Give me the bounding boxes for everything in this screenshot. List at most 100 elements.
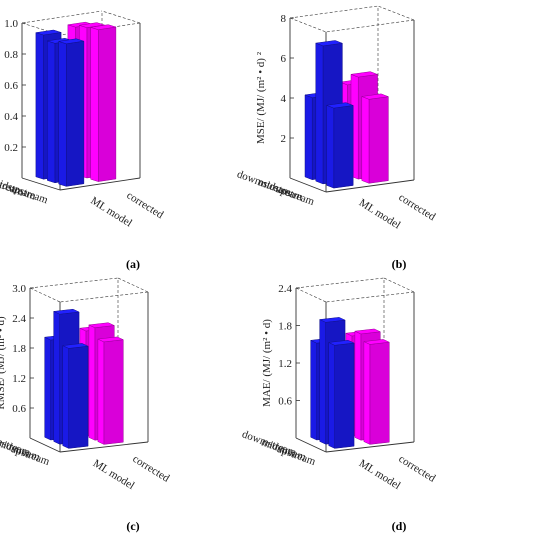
y-tick-label: 1.8 [278, 321, 292, 333]
bar-top [353, 328, 382, 335]
y-tick-label: 4 [281, 93, 287, 105]
bar-top [96, 336, 125, 343]
frame-line [59, 291, 149, 303]
frame-line [117, 277, 149, 293]
bar-top [325, 102, 355, 109]
bar-face [310, 339, 317, 441]
frame-line [295, 277, 385, 289]
bar-corrected [90, 24, 117, 182]
bar-ml-model [327, 340, 355, 449]
bar-ml-model [325, 102, 355, 189]
frame-line [295, 437, 327, 453]
bar-corrected [362, 339, 391, 445]
y-tick-label: 2 [281, 133, 287, 145]
frame-line [289, 17, 327, 33]
category-label: dowmstream [0, 428, 32, 459]
bar-face [88, 324, 96, 441]
category-label: dowmstream [235, 168, 293, 199]
bar-top [35, 29, 62, 36]
frame-line [21, 177, 61, 191]
bar-face [47, 40, 56, 184]
bar-face [97, 338, 105, 445]
bar-face [103, 339, 124, 445]
y-tick-label: 2.4 [278, 283, 292, 295]
bar-face [368, 96, 389, 184]
y-tick-label: 0.2 [4, 142, 18, 154]
frame-line [59, 177, 141, 191]
bar-top [314, 40, 344, 47]
y-tick-label: 0.6 [12, 403, 26, 415]
bar-face [333, 105, 354, 189]
model-label: ML model [91, 457, 137, 492]
bar-face [35, 32, 44, 180]
bar-face [66, 40, 85, 187]
model-label: corrected [130, 453, 171, 485]
bar-top [362, 339, 391, 345]
frame-line [377, 5, 415, 21]
bar-top [350, 71, 379, 78]
model-label: corrected [396, 191, 437, 223]
y-tick-label: 1.0 [4, 18, 18, 30]
y-tick-label: 0.4 [4, 111, 18, 123]
frame-line [289, 177, 327, 193]
bar-face [44, 336, 51, 441]
bar-face [68, 345, 89, 449]
frame-line [289, 5, 379, 19]
bar-top [90, 24, 116, 30]
frame-line [29, 277, 119, 289]
bar-top [58, 38, 84, 45]
panel-label: (a) [126, 257, 140, 271]
bar-face [90, 26, 99, 182]
bar-face [328, 342, 335, 449]
bar-ml-model [61, 343, 89, 449]
bar-top [327, 340, 355, 346]
chart-panel-1: 0.20.40.60.81.0R²upstreammidstreamdowmst… [0, 10, 166, 271]
y-tick-label: 3.0 [12, 283, 26, 295]
bar-top [61, 343, 89, 349]
bar-top [318, 317, 346, 323]
frame-line [101, 10, 141, 24]
y-tick-label: 0.8 [4, 49, 18, 61]
frame-line [295, 287, 327, 303]
frame-line [29, 287, 61, 303]
y-axis-label: MAE/ (MJ/ (m² • d) [261, 319, 273, 407]
frame-line [383, 277, 415, 293]
y-tick-label: 1.8 [12, 343, 26, 355]
bar-face [315, 42, 324, 185]
bar-top [360, 93, 390, 100]
y-tick-label: 6 [281, 53, 287, 65]
bar-face [98, 26, 117, 182]
panel-label: (d) [392, 519, 407, 533]
frame-line [29, 437, 61, 453]
bar-top [87, 322, 116, 328]
panel-label: (b) [392, 257, 407, 271]
y-tick-label: 0.6 [4, 80, 18, 92]
frame-line [325, 179, 415, 193]
y-tick-label: 1.2 [12, 373, 26, 385]
category-label: dowmstream [240, 428, 298, 459]
bar-face [319, 319, 326, 445]
bar-face [304, 94, 313, 181]
frame-line [325, 19, 415, 33]
frame-line [59, 441, 149, 453]
bar-face [334, 342, 355, 449]
bar-face [354, 330, 362, 441]
bar-face [62, 345, 69, 449]
bar-ml-model [58, 38, 85, 187]
bar-face [326, 104, 335, 189]
y-tick-label: 2.4 [12, 313, 26, 325]
bar-corrected [96, 336, 125, 445]
frame-line [325, 441, 415, 453]
bar-face [58, 41, 67, 187]
bar-face [361, 96, 370, 184]
bar-face [363, 341, 371, 445]
model-label: corrected [396, 453, 437, 485]
bar-corrected [360, 93, 390, 184]
y-tick-label: 1.2 [278, 358, 292, 370]
bar-face [369, 341, 390, 445]
model-label: ML model [357, 197, 403, 232]
